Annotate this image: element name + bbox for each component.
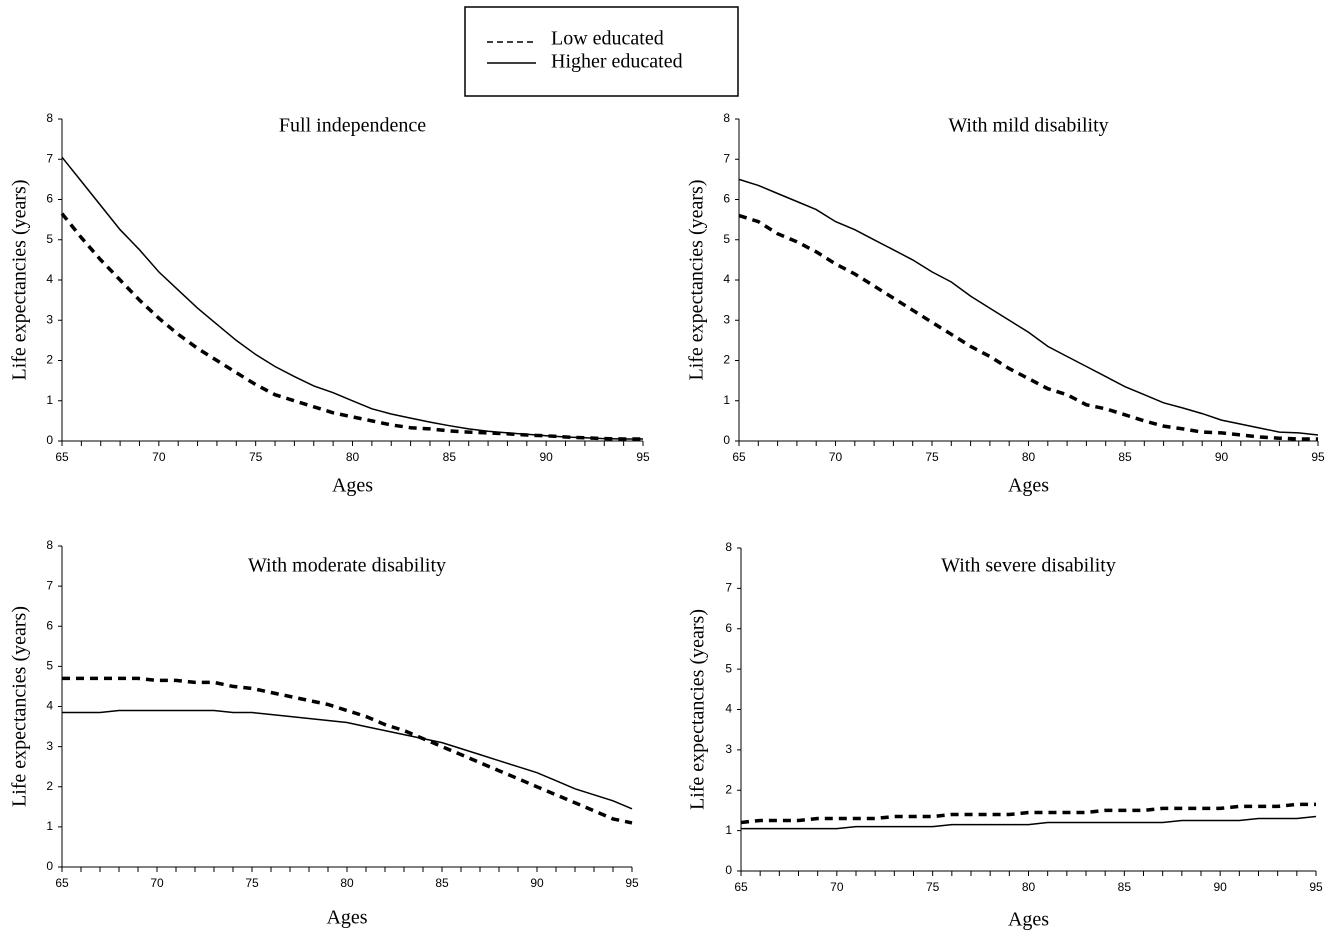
chart-title: With moderate disability <box>248 555 446 577</box>
series-line-low-educated <box>60 212 643 441</box>
series-line-low-educated <box>740 802 1316 825</box>
y-tick-label: 0 <box>46 859 53 873</box>
series-line-low-educated <box>738 213 1318 441</box>
legend-box <box>464 6 739 97</box>
y-tick-label: 7 <box>725 581 732 595</box>
chart-panel-full-independence: 0 1 2 3 4 5 6 7 8 65 70 75 80 85 90 95 Full independence… <box>9 111 650 496</box>
x-tick-label: 75 <box>245 876 259 890</box>
y-tick-label: 0 <box>725 863 732 877</box>
legend: Low educated Higher educated <box>464 6 739 97</box>
x-tick-label: 90 <box>1215 450 1229 464</box>
y-tick-label: 3 <box>46 312 53 326</box>
y-tick-label: 6 <box>46 192 53 206</box>
y-axis-label: Life expectancies (years) <box>9 180 31 381</box>
y-tick-label: 3 <box>723 312 730 326</box>
series-line-higher-educated <box>741 815 1317 830</box>
y-tick-label: 2 <box>723 353 730 367</box>
x-tick-label: 85 <box>1118 450 1132 464</box>
y-axis-label: Life expectancies (years) <box>687 609 709 810</box>
y-tick-label: 6 <box>725 621 732 635</box>
y-axis-label: Life expectancies (years) <box>686 180 708 381</box>
y-tick-label: 7 <box>46 578 53 592</box>
y-tick-label: 6 <box>723 192 730 206</box>
y-tick-label: 0 <box>723 433 730 447</box>
chart-panel-moderate-disability: 0 1 2 3 4 5 6 7 8 65 70 75 80 85 90 95 With moderate dis… <box>9 538 639 928</box>
x-tick-label: 80 <box>1022 880 1036 894</box>
series-line-low-educated <box>62 676 633 825</box>
y-tick-label: 0 <box>46 433 53 447</box>
chart-title: With severe disability <box>941 555 1116 577</box>
chart-title: Full independence <box>279 115 426 137</box>
legend-label-low-educated: Low educated <box>551 28 664 50</box>
y-tick-label: 1 <box>725 823 732 837</box>
y-tick-label: 7 <box>46 151 53 165</box>
x-tick-label: 65 <box>732 450 746 464</box>
x-tick-label: 80 <box>1022 450 1036 464</box>
y-tick-label: 4 <box>46 699 53 713</box>
x-tick-label: 85 <box>1118 880 1132 894</box>
y-tick-label: 5 <box>723 232 730 246</box>
x-tick-label: 95 <box>1309 880 1323 894</box>
x-tick-label: 65 <box>55 876 69 890</box>
y-tick-label: 4 <box>725 702 732 716</box>
x-tick-label: 65 <box>734 880 748 894</box>
y-tick-label: 1 <box>723 393 730 407</box>
y-tick-label: 8 <box>46 538 53 552</box>
x-tick-label: 70 <box>830 880 844 894</box>
y-tick-label: 7 <box>723 151 730 165</box>
x-tick-label: 80 <box>346 450 360 464</box>
x-tick-label: 90 <box>1213 880 1227 894</box>
chart-panel-mild-disability: 0 1 2 3 4 5 6 7 8 65 70 75 80 85 90 95 With mild disabil… <box>686 111 1325 496</box>
y-tick-label: 2 <box>46 353 53 367</box>
y-tick-label: 6 <box>46 618 53 632</box>
x-tick-label: 80 <box>340 876 354 890</box>
x-tick-label: 65 <box>55 450 69 464</box>
y-tick-label: 8 <box>723 111 730 125</box>
x-axis-label: Ages <box>1008 909 1049 931</box>
series-line-higher-educated <box>738 178 1319 436</box>
x-tick-label: 70 <box>150 876 164 890</box>
y-tick-label: 4 <box>46 272 53 286</box>
y-tick-label: 3 <box>725 742 732 756</box>
legend-label-higher-educated: Higher educated <box>551 51 683 73</box>
y-tick-label: 8 <box>46 111 53 125</box>
x-tick-label: 70 <box>829 450 843 464</box>
y-tick-label: 5 <box>46 659 53 673</box>
x-tick-label: 85 <box>443 450 457 464</box>
chart-panel-severe-disability: 0 1 2 3 4 5 6 7 8 65 70 75 80 85 90 95 With severe disab… <box>687 540 1323 930</box>
x-axis-label: Ages <box>326 907 367 929</box>
x-axis-label: Ages <box>1008 475 1049 497</box>
y-tick-label: 5 <box>46 232 53 246</box>
y-tick-label: 2 <box>46 779 53 793</box>
x-tick-label: 90 <box>539 450 553 464</box>
series-line-higher-educated <box>61 156 643 440</box>
x-tick-label: 75 <box>926 880 940 894</box>
x-tick-label: 85 <box>435 876 449 890</box>
y-tick-label: 4 <box>723 272 730 286</box>
x-axis-label: Ages <box>332 475 373 497</box>
x-tick-label: 70 <box>152 450 166 464</box>
y-tick-label: 2 <box>725 782 732 796</box>
x-tick-label: 95 <box>1311 450 1325 464</box>
y-tick-label: 1 <box>46 819 53 833</box>
series-line-higher-educated <box>62 709 633 810</box>
x-tick-label: 90 <box>530 876 544 890</box>
y-axis-label: Life expectancies (years) <box>9 606 31 807</box>
x-tick-label: 95 <box>625 876 639 890</box>
y-tick-label: 3 <box>46 739 53 753</box>
y-tick-label: 5 <box>725 661 732 675</box>
x-tick-label: 75 <box>925 450 939 464</box>
y-tick-label: 1 <box>46 393 53 407</box>
x-tick-label: 95 <box>636 450 650 464</box>
x-tick-label: 75 <box>249 450 263 464</box>
chart-title: With mild disability <box>948 115 1108 137</box>
y-tick-label: 8 <box>725 540 732 554</box>
